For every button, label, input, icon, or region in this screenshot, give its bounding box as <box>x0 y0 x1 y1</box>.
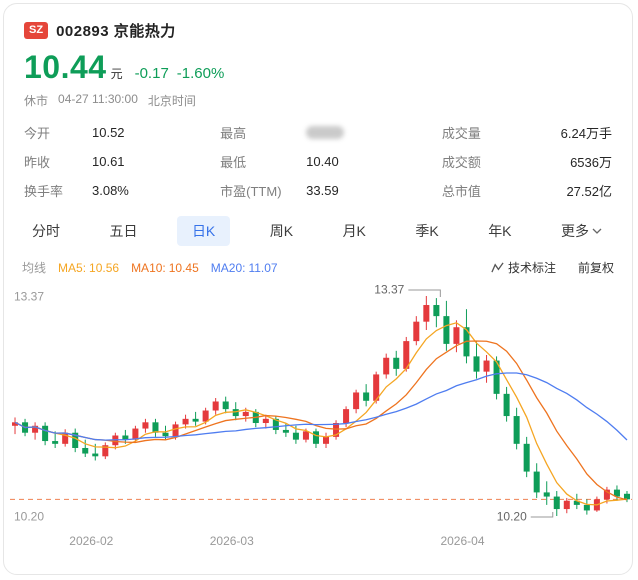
stat-label: 换手率 <box>24 184 64 199</box>
stat-value: 10.52 <box>92 125 125 140</box>
technical-annotation-button[interactable]: 技术标注 <box>491 259 556 276</box>
ma5-legend: MA5: 10.56 <box>58 261 119 275</box>
tab-five-day[interactable]: 五日 <box>109 223 138 239</box>
ma10-name: MA10: <box>131 260 166 275</box>
ma20-legend: MA20: 11.07 <box>211 261 278 275</box>
tab-more-label: 更多 <box>561 223 589 239</box>
stat-label: 最低 <box>220 155 247 170</box>
technical-annotation-icon <box>491 262 504 273</box>
stat-label: 市盈(TTM) <box>220 184 282 199</box>
ma-prefix-label: 均线 <box>22 261 47 275</box>
x-axis-label: 2026-02 <box>69 534 114 548</box>
price-unit: 元 <box>110 67 123 81</box>
forward-adjusted-button[interactable]: 前复权 <box>577 261 614 275</box>
tab-quarterly-k[interactable]: 季K <box>415 223 439 239</box>
tab-more[interactable]: 更多 <box>551 216 612 246</box>
x-axis-label: 2026-03 <box>209 534 254 548</box>
market-state: 休市 <box>24 94 49 108</box>
kline-canvas[interactable] <box>10 280 632 532</box>
stat-label: 最高 <box>220 126 247 141</box>
stat-value: 10.40 <box>306 154 339 169</box>
price-row: 10.44 元 -0.17 -1.60% <box>24 49 632 86</box>
price-change-percent: -1.60% <box>176 65 225 82</box>
technical-annotation-label: 技术标注 <box>507 261 556 275</box>
stat-value: 27.52亿 <box>566 184 612 199</box>
ma-legend-bar: 均线 MA5: 10.56 MA10: 10.45 MA20: 11.07 技术… <box>22 259 614 276</box>
market-status: 休市 04-27 11:30:00 北京时间 <box>24 92 632 109</box>
current-price: 10.44 <box>24 49 107 85</box>
tab-weekly-k[interactable]: 周K <box>269 223 294 239</box>
tab-yearly-k[interactable]: 年K <box>488 223 512 239</box>
status-timezone: 北京时间 <box>147 94 196 108</box>
kline-chart-area <box>10 280 632 532</box>
stat-turnover-rate: 换手率 3.08% <box>24 181 194 200</box>
stat-volume: 成交量 6.24万手 <box>442 123 612 142</box>
ma10-value: 10.45 <box>168 260 199 275</box>
stat-label: 总市值 <box>441 184 481 199</box>
stat-day-low: 最低 10.40 <box>220 152 416 171</box>
stat-market-cap: 总市值 27.52亿 <box>442 181 612 200</box>
stat-pe-ttm: 市盈(TTM) 33.59 <box>220 181 416 200</box>
price-change: -0.17 <box>134 65 169 82</box>
ma20-value: 11.07 <box>248 260 278 275</box>
stat-value: 6.24万手 <box>560 126 612 141</box>
high-value-redacted-blur <box>306 126 345 139</box>
stock-quote-card: SZ 002893 京能热力 10.44 元 -0.17 -1.60% 休市 0… <box>3 3 633 575</box>
x-axis-label: 2026-04 <box>440 534 485 548</box>
stat-value: 3.08% <box>92 183 129 198</box>
tab-monthly-k[interactable]: 月K <box>342 223 366 239</box>
stat-label: 成交量 <box>441 126 481 141</box>
stock-title: 002893 京能热力 <box>56 23 176 40</box>
exchange-badge: SZ <box>24 21 49 40</box>
ma10-legend: MA10: 10.45 <box>131 261 199 275</box>
stat-label: 成交额 <box>441 155 481 170</box>
stat-value: 33.59 <box>306 183 339 198</box>
stat-day-high: 最高 <box>220 123 416 142</box>
x-axis-labels: 2026-02 2026-03 2026-04 <box>10 534 628 550</box>
chevron-down-icon <box>592 228 602 234</box>
stock-header: SZ 002893 京能热力 <box>24 20 632 41</box>
status-datetime: 04-27 11:30:00 <box>58 92 138 106</box>
stats-grid: 今开 10.52 最高 成交量 6.24万手 昨收 10.61 最低 10.40… <box>24 123 612 200</box>
chart-period-tabs: 分时 五日 日K 周K 月K 季K 年K 更多 <box>22 216 612 246</box>
stat-prev-close: 昨收 10.61 <box>24 152 194 171</box>
stat-today-open: 今开 10.52 <box>24 123 194 142</box>
ma20-name: MA20: <box>210 260 246 275</box>
tab-minute[interactable]: 分时 <box>32 223 60 239</box>
stat-turnover-amount: 成交额 6536万 <box>442 152 612 171</box>
stat-label: 昨收 <box>24 155 51 170</box>
ma5-value: 10.56 <box>89 260 120 275</box>
ma5-name: MA5: <box>58 260 87 275</box>
tab-daily-k[interactable]: 日K <box>176 216 231 246</box>
stat-label: 今开 <box>24 126 51 141</box>
stat-value: 10.61 <box>92 154 125 169</box>
stat-value: 6536万 <box>570 155 612 170</box>
